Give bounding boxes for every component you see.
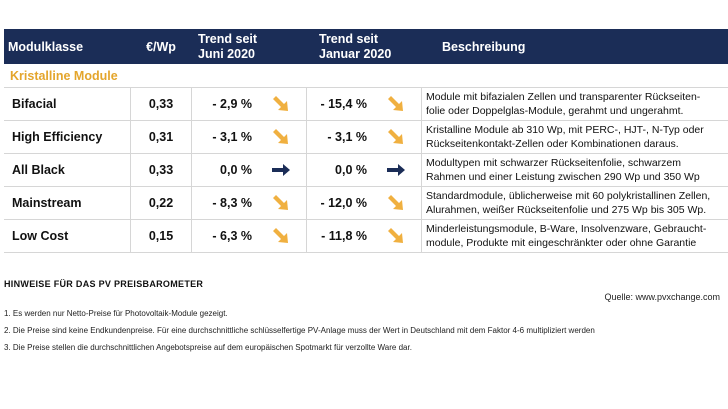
trend-june-cell: - 8,3 % [192, 187, 307, 219]
arrow-right-icon [387, 164, 405, 176]
description-cell: Minderleistungsmodule, B-Ware, Insolvenz… [426, 223, 707, 249]
trend-june-cell: - 3,1 % [192, 121, 307, 153]
module-class-cell: Mainstream [4, 187, 131, 219]
note-1: 1. Es werden nur Netto-Preise für Photov… [4, 309, 228, 318]
header-price: €/Wp [146, 39, 176, 54]
price-cell: 0,22 [131, 187, 192, 219]
trend-june-cell: 0,0 % [192, 154, 307, 186]
arrow-down-right-icon [273, 96, 288, 111]
arrow-down-right-icon [388, 129, 403, 144]
trend-june-cell: - 2,9 % [192, 88, 307, 120]
module-class-cell: Low Cost [4, 220, 131, 252]
note-2: 2. Die Preise sind keine Endkundenpreise… [4, 326, 595, 335]
source-text: Quelle: www.pvxchange.com [604, 292, 720, 302]
module-class-cell: High Efficiency [4, 121, 131, 153]
description-cell: Standardmodule, üblicherweise mit 60 pol… [426, 190, 711, 216]
table-row: All Black 0,33 0,0 % 0,0 % Modultypen mit sc… [4, 153, 728, 186]
arrow-right-icon [272, 164, 290, 176]
module-class-cell: Bifacial [4, 88, 131, 120]
section-label: Kristalline Module [10, 68, 118, 83]
trend-january-cell: - 3,1 % [307, 121, 422, 153]
price-cell: 0,33 [131, 154, 192, 186]
note-3: 3. Die Preise stellen die durchschnittli… [4, 343, 412, 352]
table-header: Modulklasse €/Wp Trend seit Juni 2020 Tre… [4, 29, 728, 64]
arrow-down-right-icon [273, 228, 288, 243]
header-trend-january: Trend seit Januar 2020 [319, 31, 392, 61]
description-cell: Module mit bifazialen Zellen und transpa… [426, 91, 701, 117]
trend-january-cell: 0,0 % [307, 154, 422, 186]
notes-title: HINWEISE FÜR DAS PV PREISBAROMETER [4, 279, 204, 289]
table-body: Bifacial 0,33- 2,9 % - 15,4 % Module mit bi… [4, 87, 728, 253]
price-cell: 0,31 [131, 121, 192, 153]
price-table: Modulklasse €/Wp Trend seit Juni 2020 Tre… [4, 29, 728, 253]
table-row: Bifacial 0,33- 2,9 % - 15,4 % Module mit bi… [4, 87, 728, 120]
arrow-down-right-icon [388, 195, 403, 210]
header-description: Beschreibung [442, 39, 526, 54]
table-row: High Efficiency 0,31- 3,1 % - 3,1 % Kristal… [4, 120, 728, 153]
arrow-down-right-icon [388, 96, 403, 111]
trend-january-cell: - 15,4 % [307, 88, 422, 120]
table-row: Mainstream 0,22- 8,3 % - 12,0 % Standardmod… [4, 186, 728, 219]
header-module-class: Modulklasse [8, 39, 84, 54]
header-trend-june: Trend seit Juni 2020 [198, 31, 258, 61]
trend-june-cell: - 6,3 % [192, 220, 307, 252]
arrow-down-right-icon [388, 228, 403, 243]
arrow-down-right-icon [273, 129, 288, 144]
description-cell: Kristalline Module ab 310 Wp, mit PERC-,… [426, 124, 704, 150]
table-row: Low Cost 0,15- 6,3 % - 11,8 % Minderleistun… [4, 219, 728, 253]
arrow-down-right-icon [273, 195, 288, 210]
description-cell: Modultypen mit schwarzer Rückseitenfolie… [426, 157, 700, 183]
trend-january-cell: - 11,8 % [307, 220, 422, 252]
trend-january-cell: - 12,0 % [307, 187, 422, 219]
module-class-cell: All Black [4, 154, 131, 186]
price-cell: 0,33 [131, 88, 192, 120]
price-cell: 0,15 [131, 220, 192, 252]
